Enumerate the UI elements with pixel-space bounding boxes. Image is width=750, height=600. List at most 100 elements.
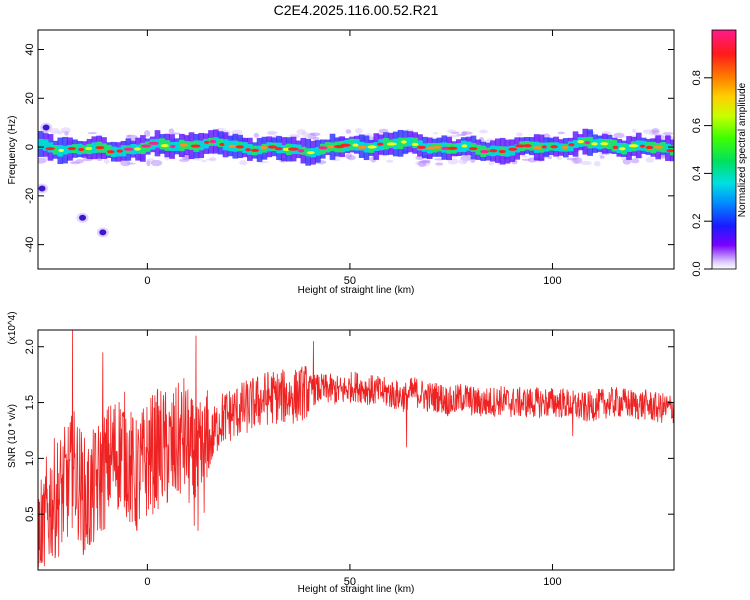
snr-x-tick-label: 100: [543, 576, 561, 588]
spectrogram-noise-speck: [201, 159, 207, 163]
spectrogram-band-inner: [397, 137, 404, 150]
spectrogram-core-blob: [95, 146, 105, 150]
spectrogram-core-blob: [352, 143, 359, 147]
spectrogram-x-axis-label: Height of straight line (km): [298, 285, 415, 296]
spectrogram-core-blob: [639, 144, 646, 148]
spectrogram-noise-speck: [458, 158, 468, 165]
spectrogram-x-ticks: 0 50 100: [144, 30, 562, 287]
spectrogram-core-blob: [179, 143, 188, 147]
colorbar-gradient: [711, 29, 737, 270]
spectrogram-y-tick-label: 0: [24, 144, 36, 150]
spectrogram-noise-speck: [305, 132, 310, 139]
spectrogram-noise-speck: [168, 128, 175, 134]
spectrogram-core-blob: [297, 149, 305, 153]
snr-x-tick-label: 50: [344, 576, 356, 588]
spectrogram-core-blob: [432, 145, 442, 149]
spectrogram-band-inner: [504, 146, 511, 157]
spectrogram-core-blob: [134, 147, 141, 151]
spectrogram-band-inner: [616, 142, 623, 153]
snr-y-tick-label: 1.5: [24, 395, 36, 410]
spectrogram-core-blob: [377, 142, 384, 146]
figure-title: C2E4.2025.116.00.52.R21: [274, 2, 439, 18]
spectrogram-noise-speck: [239, 160, 248, 166]
snr-x-tick-label: 0: [144, 576, 150, 588]
spectrogram-noise-speck: [662, 132, 674, 135]
spectrogram-heatmap: [38, 122, 674, 238]
spectrogram-band-inner: [81, 145, 88, 154]
colorbar-tick-label: 0.2: [691, 214, 703, 229]
spectrogram-core-blob: [508, 147, 518, 151]
spectrogram-spot: [42, 124, 50, 131]
spectrogram-core-blob: [219, 142, 225, 147]
spectrogram-band-inner: [558, 143, 564, 152]
spectrogram-noise-speck: [432, 132, 439, 135]
spectrogram-core-blob: [306, 151, 315, 155]
spectrogram-core-blob: [245, 148, 251, 152]
spectrogram-core-blob: [267, 145, 277, 149]
spectrogram-band-inner: [256, 145, 263, 155]
spectrogram-core-blob: [251, 148, 259, 152]
spectrogram-noise-speck: [419, 160, 431, 164]
spectrogram-noise-speck: [521, 158, 531, 161]
spectrogram-band-inner: [52, 144, 59, 155]
colorbar-tick-label: 0.8: [691, 70, 703, 85]
colorbar-label: Normalized spectral amplitude: [737, 82, 748, 217]
spectrogram-y-axis-label: Frequency (Hz): [7, 116, 18, 185]
spectrogram-core-blob: [190, 144, 201, 148]
spectrogram-noise-speck: [146, 160, 151, 167]
spectrogram-core-blob: [204, 140, 210, 144]
snr-x-ticks: 0 50 100: [144, 330, 562, 588]
snr-y-tick-label: 0.5: [24, 507, 36, 522]
spectrogram-noise-speck: [642, 129, 653, 135]
spectrogram-x-tick-label: 0: [144, 275, 150, 287]
colorbar: 0.0 0.2 0.4 0.6 0.8 Normalized spectral ampl…: [691, 29, 748, 277]
spectrogram-band-inner: [611, 139, 618, 152]
spectrogram-spot: [38, 185, 46, 192]
spectrogram-spot: [99, 229, 107, 236]
spectrogram-core-blob: [58, 148, 65, 153]
spectrogram-y-ticks: -40 -20 0 20 40: [24, 43, 674, 253]
spectrogram-core-blob: [78, 147, 85, 152]
spectrogram-core-blob: [401, 140, 407, 144]
spectrogram-core-blob: [523, 144, 532, 148]
spectrogram-band-inner: [567, 141, 574, 152]
spectrogram-band-inner: [324, 142, 331, 153]
spectrogram-noise-speck: [253, 132, 260, 138]
spectrogram-core-blob: [411, 142, 419, 146]
spectrogram-core-blob: [160, 143, 169, 148]
spectrogram-noise-speck: [61, 130, 67, 134]
colorbar-tick-label: 0.0: [691, 261, 703, 276]
spectrogram-noise-speck: [57, 131, 63, 135]
spectrogram-noise-speck: [378, 128, 389, 134]
spectrogram-core-blob: [235, 145, 244, 149]
spectrogram-noise-speck: [599, 155, 605, 159]
spectrogram-core-blob: [653, 145, 664, 149]
colorbar-ticks: 0.0 0.2 0.4 0.6 0.8: [691, 70, 712, 277]
spectrogram-x-tick-label: 100: [543, 275, 561, 287]
spectrogram-noise-speck: [120, 159, 131, 167]
spectrogram-core-blob: [577, 140, 584, 144]
spectrogram-noise-speck: [69, 161, 81, 165]
spectrogram-band-inner: [38, 138, 44, 149]
spectrogram-core-blob: [148, 141, 159, 145]
spectrogram-core-blob: [318, 146, 328, 150]
spectrogram-core-blob: [275, 147, 283, 151]
spectrogram-band-inner: [217, 138, 224, 148]
snr-frame: [37, 329, 675, 571]
spectrogram-core-blob: [441, 146, 451, 150]
spectrogram-noise-speck: [193, 158, 203, 161]
spectrogram-noise-speck: [573, 157, 583, 164]
spectrogram-noise-speck: [267, 131, 276, 135]
spectrogram-core-blob: [386, 142, 397, 146]
spectrogram-core-blob: [561, 145, 569, 150]
spectrogram-core-blob: [618, 147, 626, 151]
spectrogram-noise-speck: [478, 129, 488, 134]
spectrogram-noise-speck: [49, 128, 60, 135]
spectrogram-band-inner: [198, 140, 205, 151]
snr-y-multiplier: (x10^4): [7, 311, 18, 344]
spectrogram-noise-speck: [557, 131, 565, 135]
spectrogram-core-blob: [67, 147, 77, 151]
spectrogram-core-blob: [541, 145, 547, 149]
spectrogram-core-blob: [612, 145, 619, 150]
spectrogram-noise-speck: [296, 128, 307, 135]
